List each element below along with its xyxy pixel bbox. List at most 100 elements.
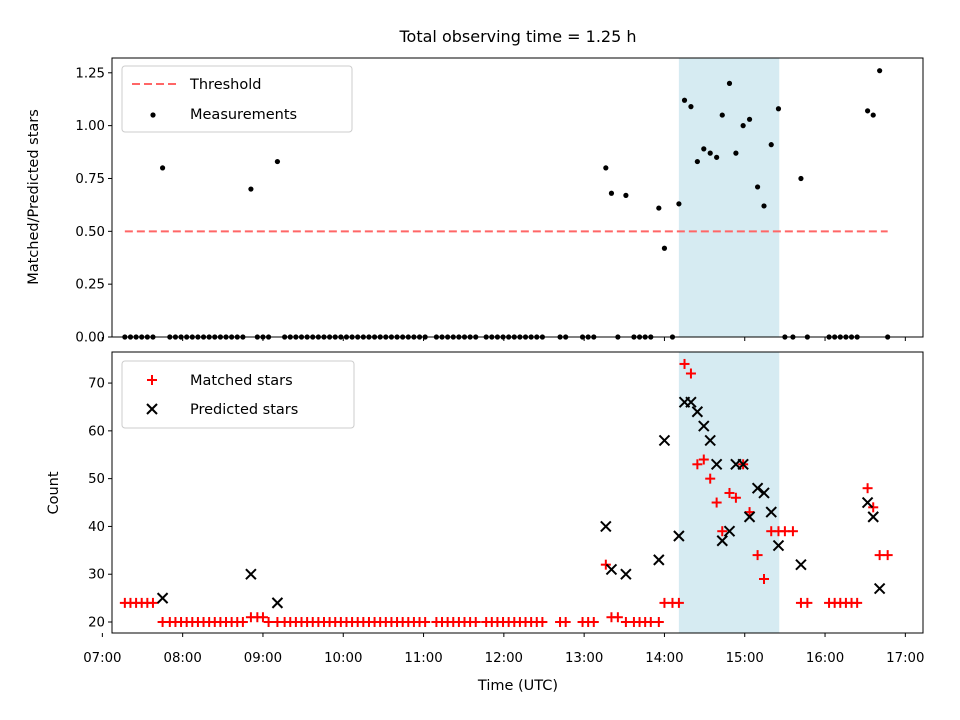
bottom-y-ticks: 20 30 40 50 60 70	[88, 377, 112, 631]
predicted-star-point	[751, 482, 764, 494]
measurement-point	[603, 165, 609, 171]
predicted-star-marker-b	[653, 554, 665, 566]
measurement-point	[159, 165, 166, 171]
predicted-star-point	[620, 568, 632, 580]
top-legend: Threshold Measurements	[121, 65, 353, 133]
predicted-star-point	[600, 520, 612, 533]
matched-star-point	[862, 483, 873, 494]
matched-star-point	[882, 550, 893, 561]
predicted-star-point	[691, 406, 704, 418]
predicted-star-point	[698, 420, 710, 432]
top-y-tick-label: 0.75	[75, 172, 105, 187]
matched-star-point	[263, 617, 274, 628]
predicted-star-marker-b	[704, 434, 716, 447]
matched-star-point	[673, 597, 684, 608]
bottom-x-tick-label: 11:00	[404, 651, 442, 666]
top-y-tick-label: 0.50	[75, 225, 105, 240]
legend-matched-swatch	[147, 375, 157, 385]
legend-threshold-label: Threshold	[189, 77, 261, 93]
matched-star-point	[612, 612, 623, 623]
predicted-star-point	[653, 554, 665, 566]
measurement-point	[733, 150, 739, 156]
predicted-star-point	[673, 530, 685, 542]
measurement-point	[754, 184, 761, 190]
matched-star-point	[868, 502, 879, 513]
star-count-points	[119, 358, 893, 628]
matched-star-point	[237, 617, 248, 628]
matched-star-point	[787, 526, 798, 537]
bottom-axes-frame	[111, 351, 924, 634]
measurement-point	[623, 192, 629, 198]
predicted-star-marker-b	[245, 568, 257, 580]
predicted-star-marker-b	[605, 563, 618, 576]
matched-star-point	[730, 492, 741, 503]
measurement-point	[694, 158, 700, 165]
predicted-star-marker-b	[867, 511, 879, 523]
legend-measurements-swatch	[150, 112, 156, 118]
legend-measurements-label: Measurements	[190, 107, 297, 123]
top-y-tick-label: 1.25	[75, 66, 105, 81]
x-axis-label: Time (UTC)	[477, 678, 558, 694]
top-y-tick-label: 0.00	[75, 331, 105, 346]
predicted-star-point	[861, 496, 874, 509]
measurement-point	[768, 142, 774, 148]
predicted-star-marker-b	[673, 530, 685, 542]
predicted-star-marker-b	[600, 520, 612, 533]
predicted-star-marker-b	[710, 458, 723, 471]
measurement-point	[681, 97, 688, 103]
matched-star-point	[257, 612, 268, 623]
matched-star-point	[711, 497, 722, 508]
predicted-star-point	[156, 592, 169, 604]
measurement-point	[719, 112, 725, 118]
measurement-point	[775, 106, 782, 112]
predicted-star-marker-b	[758, 487, 770, 499]
matched-star-point	[852, 597, 863, 608]
top-y-axis-label: Matched/Predicted stars	[26, 109, 42, 285]
predicted-star-marker-b	[873, 582, 886, 595]
predicted-star-marker-b	[772, 539, 785, 552]
measurement-point	[248, 186, 254, 192]
measurement-point	[877, 68, 883, 74]
matched-star-point	[752, 550, 763, 561]
predicted-star-point	[795, 558, 807, 571]
bottom-x-tick-label: 13:00	[565, 651, 603, 666]
matched-star-point	[588, 617, 599, 628]
legend-predicted-swatch	[146, 403, 158, 415]
bottom-y-tick-label: 40	[88, 520, 105, 535]
bottom-y-tick-label: 30	[88, 568, 105, 583]
bottom-x-tick-label: 07:00	[83, 651, 121, 666]
predicted-star-point	[658, 434, 671, 447]
predicted-star-marker-b	[737, 458, 749, 471]
matched-star-point	[698, 454, 709, 465]
chart-title: Total observing time = 1.25 h	[398, 27, 636, 46]
measurement-point	[864, 108, 871, 114]
predicted-star-marker-b	[685, 396, 697, 408]
top-y-ticks: 0.00 0.25 0.50 0.75 1.00 1.25	[75, 66, 112, 346]
matched-star-point	[692, 459, 703, 470]
predicted-star-marker-b	[716, 535, 728, 547]
bottom-y-axis-label: Count	[46, 471, 62, 514]
bottom-x-tick-label: 14:00	[645, 651, 683, 666]
measurement-point	[688, 104, 694, 110]
measurement-point	[798, 175, 804, 182]
bottom-x-tick-label: 10:00	[324, 651, 362, 666]
predicted-star-point	[758, 487, 770, 499]
bottom-panel: 20 30 40 50 60 70 07:00 08:00 09:00 10:00 11:00 12…	[46, 351, 924, 694]
measurement-point	[274, 158, 281, 165]
matched-star-point	[560, 617, 571, 628]
predicted-star-marker-b	[271, 597, 284, 609]
predicted-star-marker-b	[765, 506, 777, 518]
bottom-x-tick-label: 16:00	[806, 651, 844, 666]
bottom-x-tick-label: 12:00	[485, 651, 523, 666]
predicted-star-marker-b	[691, 406, 704, 418]
predicted-star-point	[867, 511, 879, 523]
predicted-star-point	[772, 539, 785, 552]
predicted-star-point	[873, 582, 886, 595]
bottom-y-tick-label: 70	[88, 377, 105, 392]
measurement-point	[746, 116, 753, 122]
matched-star-point	[685, 368, 696, 379]
top-legend-box	[121, 65, 353, 133]
predicted-star-point	[710, 458, 723, 471]
predicted-star-marker-b	[698, 420, 710, 432]
